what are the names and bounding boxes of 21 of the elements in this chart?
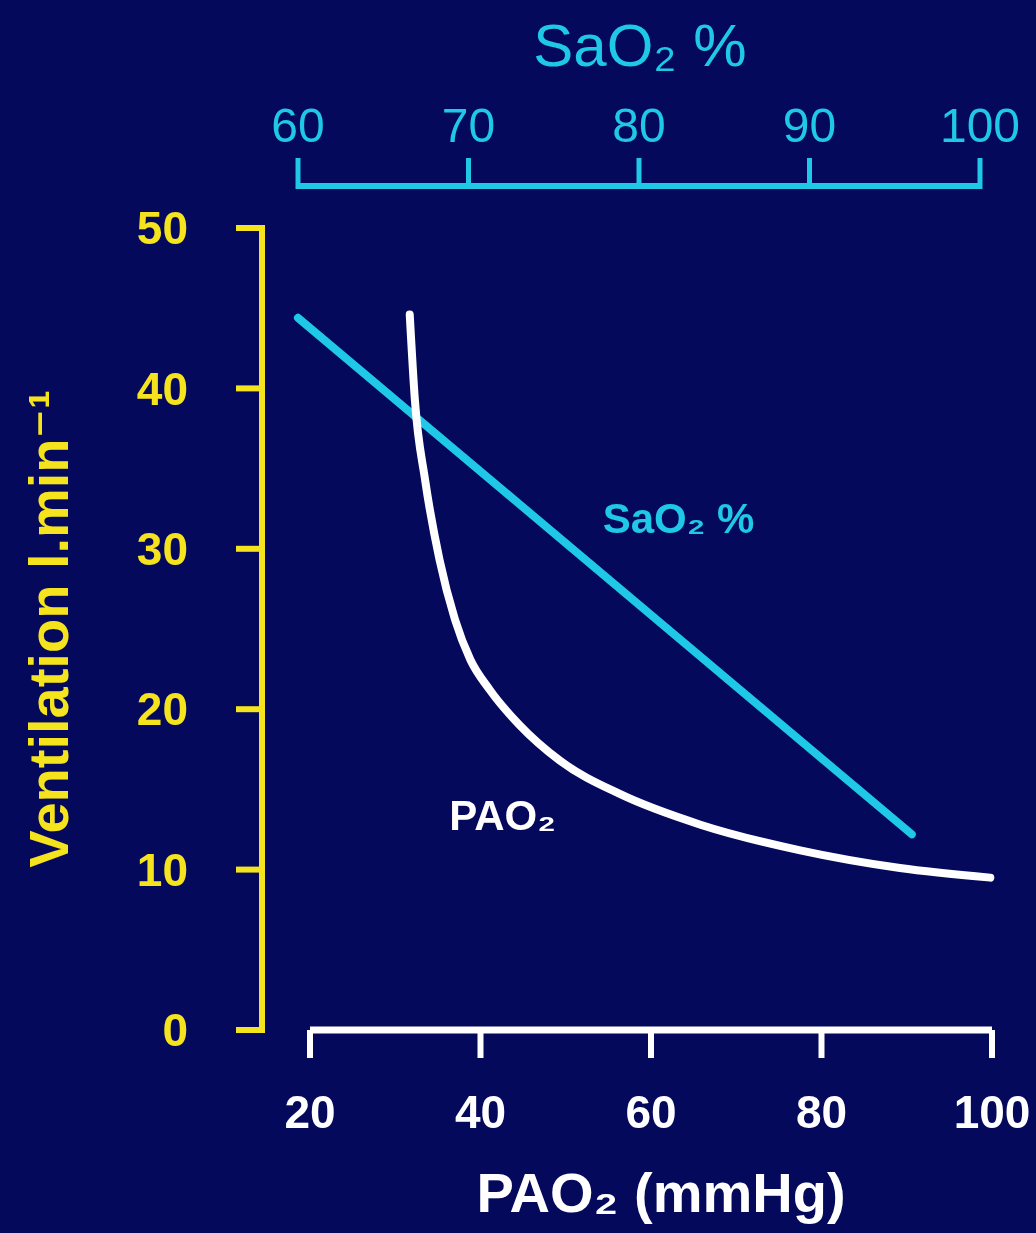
x-tick-label: 20 <box>284 1086 336 1138</box>
x2-tick-label: 100 <box>939 99 1021 152</box>
x2-tick-label: 80 <box>612 99 666 152</box>
x-axis-title: PAO₂ (mmHg) <box>476 1161 846 1224</box>
x2-tick-label: 60 <box>271 99 325 152</box>
x2-tick-label: 70 <box>441 99 496 152</box>
x-tick-label: 60 <box>625 1086 677 1138</box>
y-tick-label: 0 <box>162 1004 188 1057</box>
y-tick-label: 20 <box>136 683 188 736</box>
x2-tick-label: 90 <box>782 99 837 152</box>
x-tick-label: 80 <box>795 1086 848 1138</box>
series-label: PAO₂ <box>449 791 556 839</box>
y-tick-label: 10 <box>136 843 188 896</box>
x2-axis-title: SaO₂ % <box>533 12 747 79</box>
y-tick-label: 30 <box>136 522 188 575</box>
x-tick-label: 100 <box>953 1086 1031 1138</box>
series-label: SaO₂ % <box>602 494 755 542</box>
y-tick-label: 40 <box>136 362 188 415</box>
y-tick-label: 50 <box>136 202 188 255</box>
x-tick-label: 40 <box>454 1086 507 1138</box>
y-axis-title: Ventilation l.min⁻¹ <box>17 390 80 868</box>
